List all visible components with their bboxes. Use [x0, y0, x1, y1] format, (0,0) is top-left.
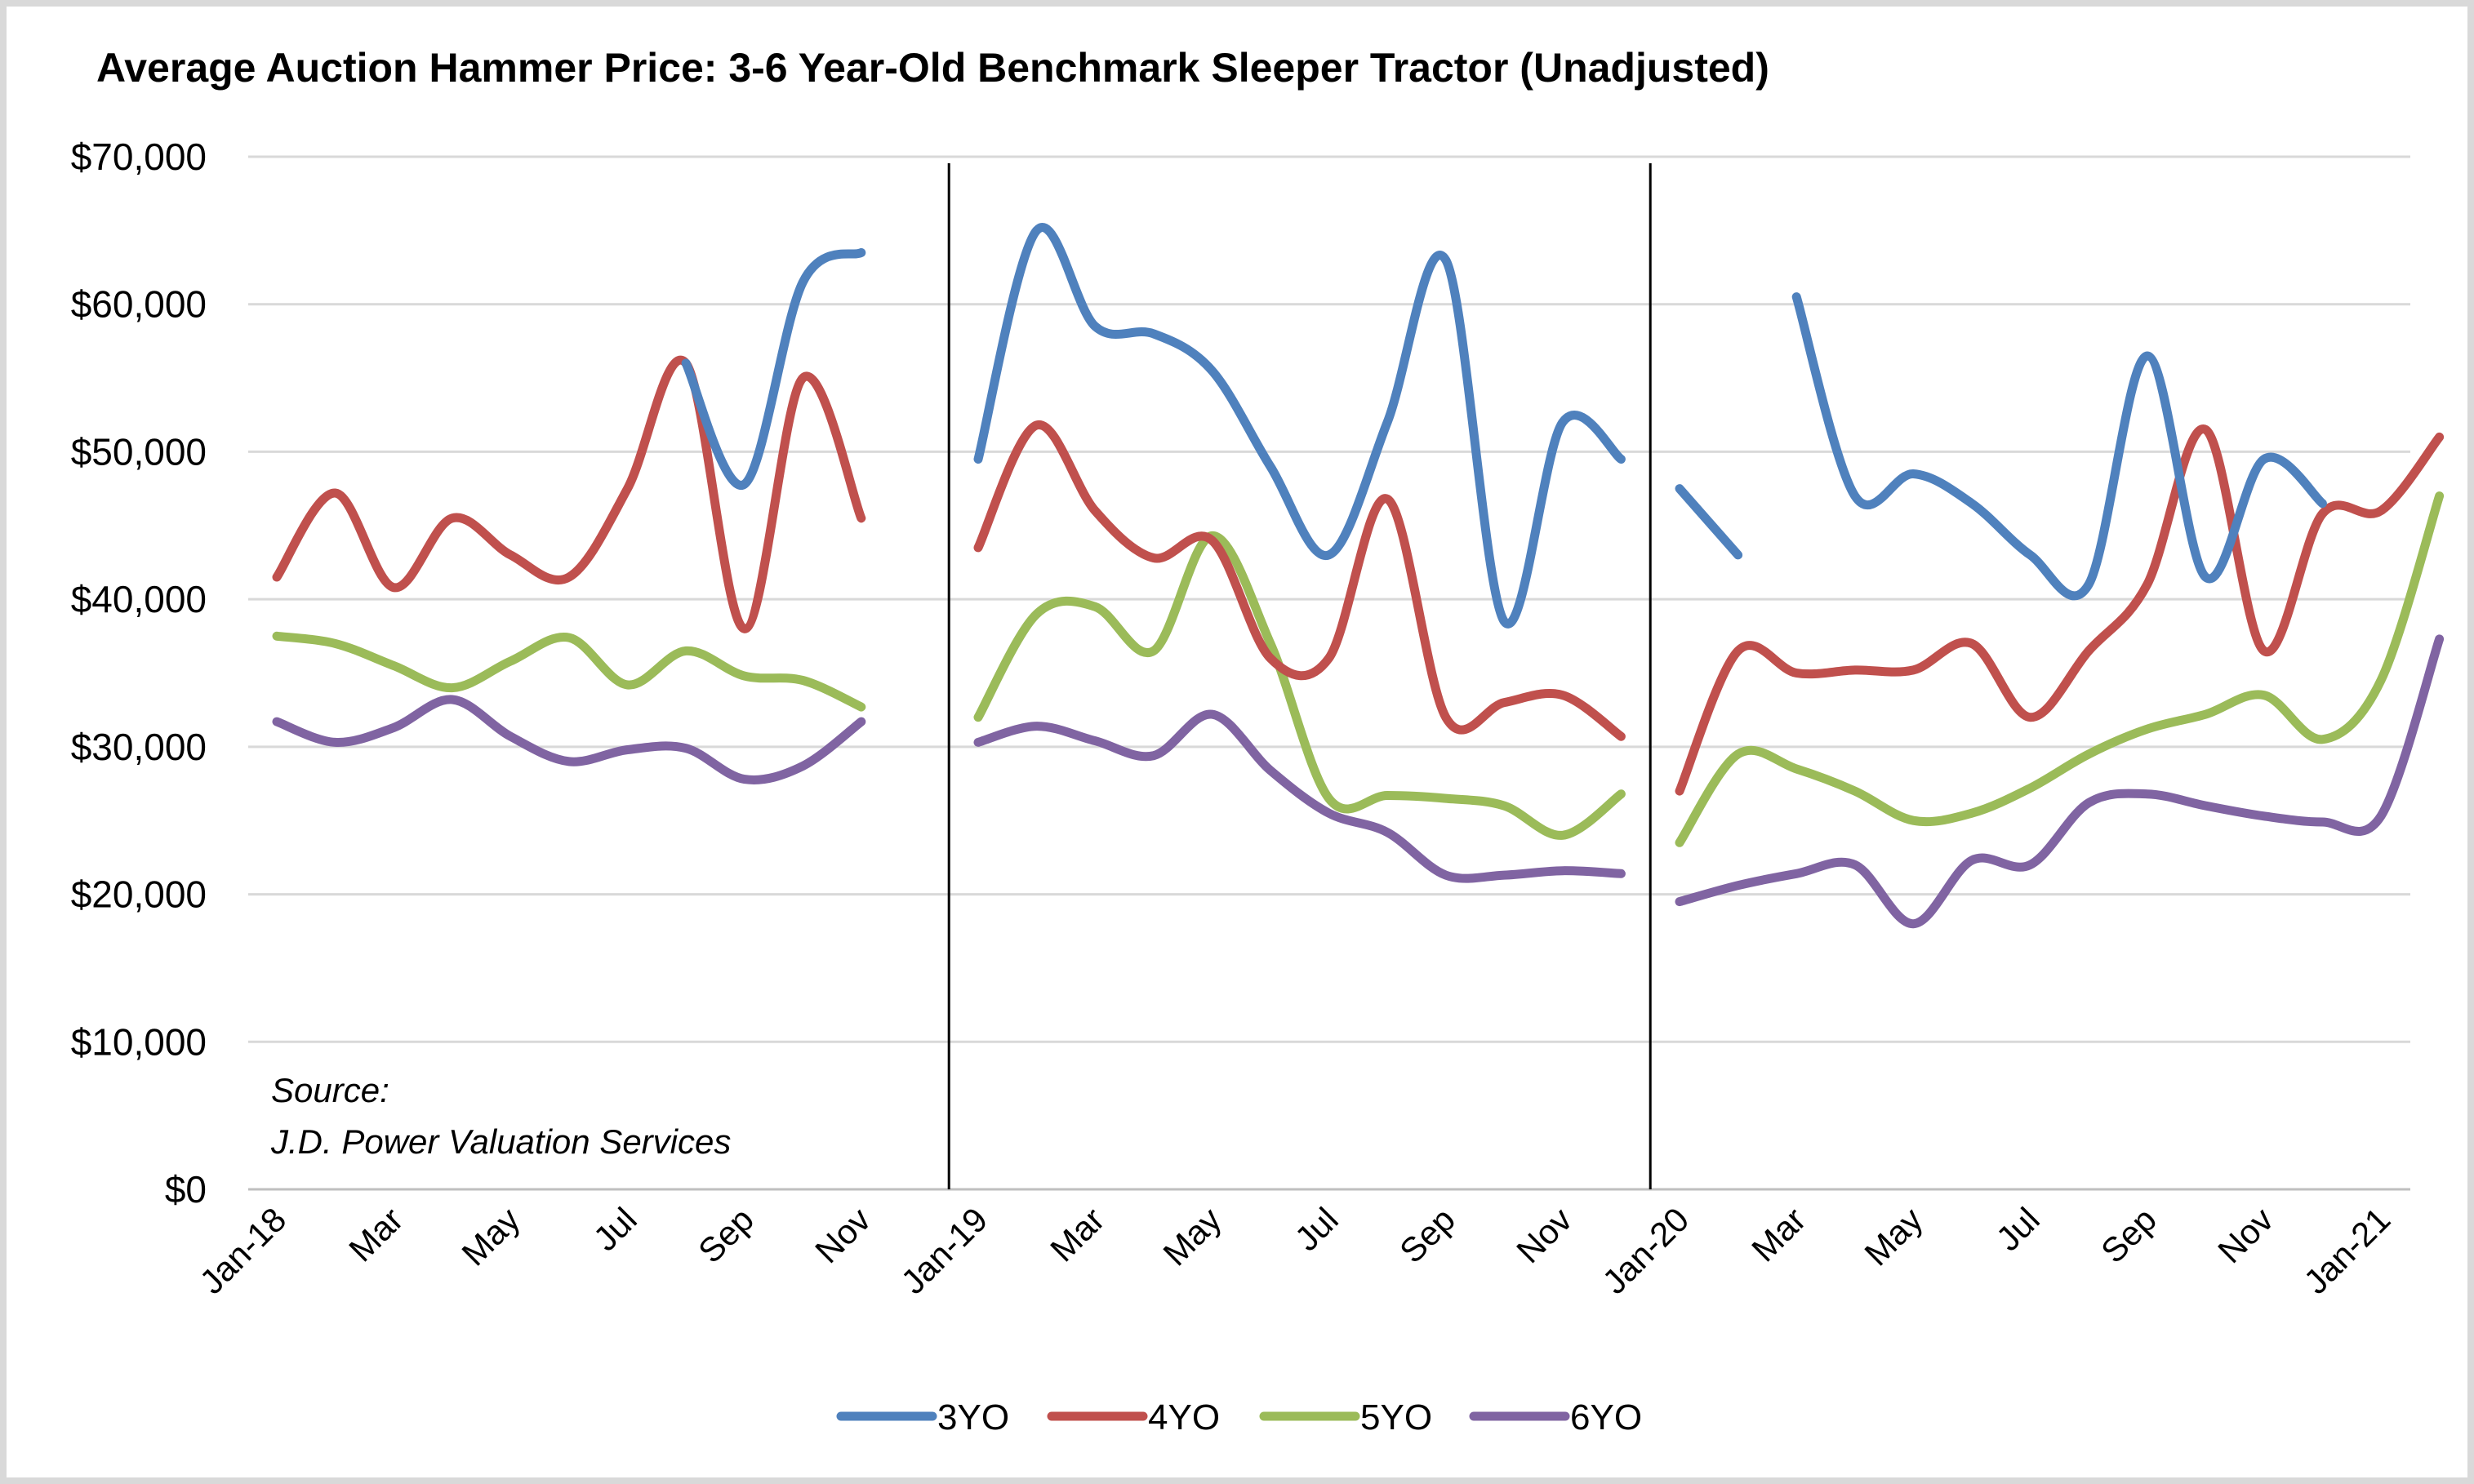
y-tick-label: $60,000 [71, 283, 207, 326]
chart-title: Average Auction Hammer Price: 3-6 Year-O… [96, 45, 1769, 91]
x-tick-label: Jan-18 [192, 1200, 293, 1301]
line-chart: Average Auction Hammer Price: 3-6 Year-O… [71, 45, 2445, 1437]
x-tick-label: Jul [1288, 1200, 1346, 1258]
series-line-3yo [1791, 292, 2327, 601]
gridlines [248, 155, 2410, 1191]
legend-label-5yo: 5YO [1360, 1397, 1432, 1437]
x-tick-label: Nov [808, 1200, 878, 1270]
series-line-4yo [1675, 424, 2445, 796]
x-tick-label: Mar [341, 1200, 410, 1269]
x-axis-ticks: Jan-18 Mar May Jul Sep Nov Jan-19 Mar May Jul Sep N… [192, 1200, 2397, 1301]
x-tick-label: May [1155, 1200, 1228, 1273]
x-tick-label: Jan-21 [2296, 1200, 2397, 1301]
y-tick-label: $70,000 [71, 136, 207, 178]
legend: 3YO 4YO 5YO 6YO [836, 1397, 1642, 1437]
source-annotation: Source: J.D. Power Valuation Services [270, 1071, 731, 1161]
series-lines [272, 223, 2445, 929]
series-line-4yo [272, 356, 866, 633]
y-tick-label: $50,000 [71, 430, 207, 473]
legend-label-4yo: 4YO [1148, 1397, 1220, 1437]
x-tick-label: Nov [2210, 1200, 2280, 1270]
y-tick-label: $20,000 [71, 873, 207, 916]
y-tick-label: $30,000 [71, 726, 207, 768]
series-line-6yo [1675, 634, 2445, 929]
y-tick-label: $0 [165, 1168, 207, 1211]
x-tick-label: Mar [1744, 1200, 1813, 1269]
x-tick-label: Jul [586, 1200, 644, 1258]
x-tick-label: Sep [1392, 1200, 1462, 1270]
legend-label-6yo: 6YO [1570, 1397, 1642, 1437]
series-line-3yo [973, 223, 1626, 629]
x-tick-label: Jan-19 [893, 1200, 994, 1301]
series-line-3yo [1675, 484, 1743, 560]
series-line-5yo [272, 631, 866, 712]
x-tick-label: May [1857, 1200, 1929, 1273]
series-line-4yo [973, 420, 1626, 741]
x-tick-label: Sep [691, 1200, 761, 1270]
year-dividers [947, 163, 1652, 1189]
series-line-6yo [973, 709, 1626, 883]
x-tick-label: Jan-20 [1595, 1200, 1696, 1301]
legend-label-3yo: 3YO [937, 1397, 1009, 1437]
x-tick-label: Sep [2094, 1200, 2164, 1270]
source-text: J.D. Power Valuation Services [270, 1122, 731, 1161]
y-tick-label: $10,000 [71, 1020, 207, 1063]
source-label: Source: [271, 1071, 389, 1109]
y-tick-label: $40,000 [71, 578, 207, 620]
x-tick-label: Jul [1989, 1200, 2047, 1258]
x-tick-label: Mar [1043, 1200, 1111, 1269]
series-line-6yo [272, 695, 866, 784]
x-tick-label: May [454, 1200, 527, 1273]
series-line-5yo [1675, 491, 2445, 847]
y-axis-ticks: $70,000 $60,000 $50,000 $40,000 $30,000 $20,0… [71, 136, 207, 1211]
series-line-3yo [681, 248, 866, 491]
x-tick-label: Nov [1509, 1200, 1579, 1270]
